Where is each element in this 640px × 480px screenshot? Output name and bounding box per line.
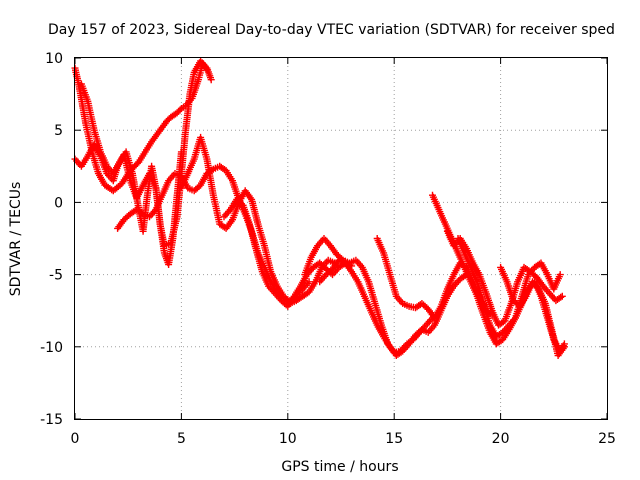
x-tick-label: 5 <box>177 431 186 447</box>
data-point-marker <box>305 278 313 286</box>
data-point-marker <box>138 209 145 217</box>
data-point-marker <box>557 293 565 301</box>
x-axis-label: GPS time / hours <box>281 459 398 475</box>
series-track-12 <box>454 235 564 341</box>
y-tick-label: 10 <box>45 51 63 67</box>
data-point-marker <box>560 343 568 351</box>
data-point-marker <box>238 200 245 208</box>
chart-title: Day 157 of 2023, Sidereal Day-to-day VTE… <box>48 22 615 38</box>
x-tick-label: 10 <box>279 431 297 447</box>
y-tick-label: -15 <box>40 412 63 428</box>
series-track-13 <box>497 263 568 359</box>
x-tick-label: 0 <box>71 431 80 447</box>
data-point-marker <box>556 271 564 279</box>
x-tick-label: 15 <box>385 431 403 447</box>
y-tick-label: -10 <box>40 340 63 356</box>
y-tick-label: 5 <box>54 123 63 139</box>
data-series <box>71 57 568 359</box>
plot-frame <box>74 57 608 420</box>
series-track-5 <box>177 133 339 307</box>
y-axis-label: SDTVAR / TECUs <box>8 182 24 297</box>
series-track-11 <box>443 227 566 329</box>
x-tick-label: 20 <box>492 431 510 447</box>
y-tick-label: 0 <box>54 195 63 211</box>
y-tick-label: -5 <box>49 268 63 284</box>
data-point-marker <box>558 292 566 300</box>
x-tick-label: 25 <box>598 431 616 447</box>
data-point-marker <box>207 76 215 84</box>
axis-ticks: 0 5 10 15 20 25 -15 -10 -5 0 5 10 <box>40 51 616 447</box>
data-point-marker <box>177 148 185 156</box>
grid <box>75 58 607 419</box>
series-track-8 <box>316 256 471 359</box>
